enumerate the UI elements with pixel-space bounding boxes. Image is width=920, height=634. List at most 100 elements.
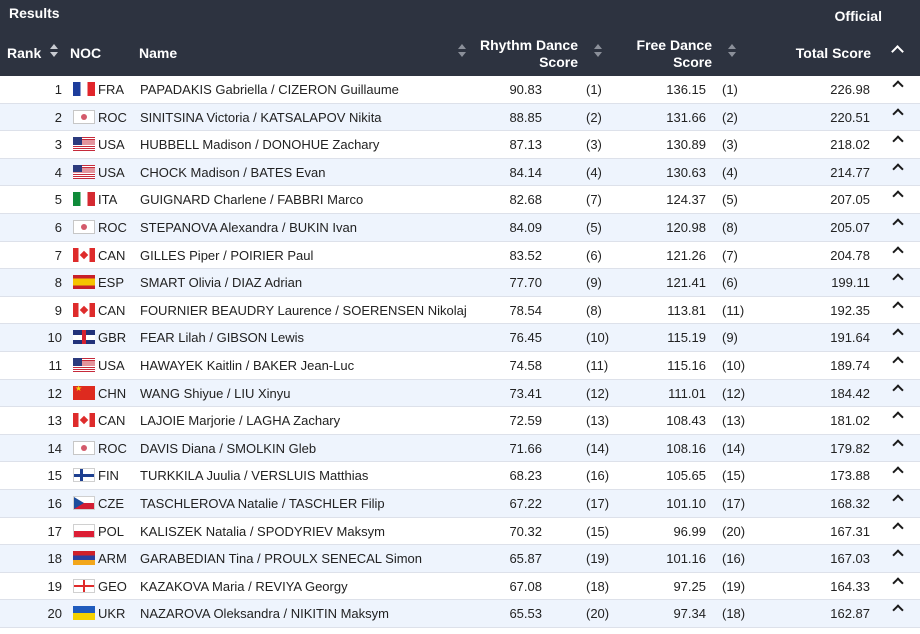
table-row[interactable]: 20 UKR NAZAROVA Oleksandra / NIKITIN Maksy… [0,600,920,628]
table-row[interactable]: 16 CZE TASCHLEROVA Natalie / TASCHLER Fili… [0,489,920,518]
expand-row-chevron-up-icon[interactable] [892,273,904,285]
sort-name-icon[interactable] [457,43,467,59]
rank-cell: 19 [47,578,62,594]
table-row[interactable]: 9 CAN FOURNIER BEAUDRY Laurence / SOERENSE… [0,297,920,325]
table-row[interactable]: 3 USA HUBBELL Madison / DONOHUE Zachary 87.… [0,131,920,159]
athlete-names: TASCHLEROVA Natalie / TASCHLER Filip [140,495,385,511]
usa-flag-icon [73,164,95,179]
expand-row-chevron-up-icon[interactable] [892,301,904,313]
athlete-names: CHOCK Madison / BATES Evan [140,164,326,180]
free-dance-score: 111.01 [668,385,706,401]
collapse-all-chevron-up-icon[interactable] [891,45,904,58]
rank-cell: 1 [54,82,62,97]
rank-cell: 9 [54,302,62,318]
table-row[interactable]: 4 USA CHOCK Madison / BATES Evan 84.14 (4) 13… [0,158,920,187]
table-row[interactable]: 7 CAN GILLES Piper / POIRIER Paul 83.52 (6) 1… [0,242,920,270]
expand-row-chevron-up-icon[interactable] [892,218,904,230]
table-row[interactable]: 14 ROC DAVIS Diana / SMOLKIN Gleb 71.66 (14)… [0,434,920,463]
free-dance-rank: (13) [722,413,746,429]
free-dance-score: 130.89 [666,137,706,153]
rhythm-dance-score: 67.22 [509,495,542,511]
column-header-total-score[interactable]: Total Score [795,45,871,61]
free-dance-score: 124.37 [666,192,706,208]
rhythm-dance-rank: (4) [586,164,602,180]
rank-cell: 14 [47,440,62,456]
expand-row-chevron-up-icon[interactable] [892,411,904,423]
expand-row-chevron-up-icon[interactable] [892,135,904,147]
expand-row-chevron-up-icon[interactable] [892,163,904,175]
athlete-names: SMART Olivia / DIAZ Adrian [140,275,303,291]
table-row[interactable]: 2 ROC SINITSINA Victoria / KATSALAPOV Niki… [0,103,920,132]
expand-row-chevron-up-icon[interactable] [892,190,904,203]
athlete-names: GARABEDIAN Tina / PROULX SENECAL Simon [140,551,423,567]
rhythm-dance-score: 78.54 [509,302,542,318]
free-dance-score: 101.16 [666,551,706,567]
total-score: 220.51 [830,109,870,125]
table-row[interactable]: 15 FIN TURKKILA Juulia / VERSLUIS Matthias… [0,462,920,490]
column-header-noc[interactable]: NOC [70,45,102,61]
rank-cell: 4 [54,164,62,180]
column-header-name[interactable]: Name [139,45,178,61]
expand-row-chevron-up-icon[interactable] [892,466,904,478]
noc-code: CAN [98,413,126,429]
table-row[interactable]: 17 POL KALISZEK Natalia / SPODYRIEV Maksym… [0,518,920,546]
table-row[interactable]: 19 GEO KAZAKOVA Maria / REVIYA Georgy 67.08… [0,573,920,601]
column-header-rhythm-dance[interactable]: Rhythm Dance Score [480,37,578,71]
free-dance-rank: (2) [722,109,738,125]
table-row[interactable]: 18 ARM GARABEDIAN Tina / PROULX SENECAL Si… [0,545,920,573]
expand-row-chevron-up-icon[interactable] [892,549,904,561]
table-row[interactable]: 1 FRA PAPADAKIS Gabriella / CIZERON Guilla… [0,76,920,104]
expand-row-chevron-up-icon[interactable] [892,577,904,589]
free-dance-rank: (10) [722,357,746,373]
roc-flag-icon [73,440,95,455]
sort-rank-icon[interactable] [49,43,59,59]
free-dance-rank: (11) [722,302,745,318]
rhythm-dance-score: 73.41 [509,385,542,401]
table-row[interactable]: 6 ROC STEPANOVA Alexandra / BUKIN Ivan 84.0… [0,213,920,242]
total-score: 164.33 [830,578,870,594]
noc-code: CAN [98,302,126,318]
total-score: 204.78 [830,247,870,263]
expand-row-chevron-up-icon[interactable] [892,356,904,368]
rhythm-dance-score: 72.59 [509,413,542,429]
sort-rhythm-dance-icon[interactable] [593,43,603,59]
rhythm-dance-rank: (11) [586,357,609,373]
rhythm-dance-rank: (8) [586,302,602,318]
expand-row-chevron-up-icon[interactable] [892,383,904,396]
table-row[interactable]: 13 CAN LAJOIE Marjorie / LAGHA Zachary 72.5… [0,407,920,435]
table-row[interactable]: 8 ESP SMART Olivia / DIAZ Adrian 77.70 (9) 12… [0,269,920,297]
expand-row-chevron-up-icon[interactable] [892,245,904,258]
athlete-names: PAPADAKIS Gabriella / CIZERON Guillaume [140,82,399,97]
total-score: 181.02 [830,413,870,429]
fin-flag-icon [73,468,95,483]
noc-code: CZE [98,495,124,511]
sort-free-dance-icon[interactable] [727,43,737,59]
expand-row-chevron-up-icon[interactable] [892,107,904,120]
table-row[interactable]: 10 GBR FEAR Lilah / GIBSON Lewis 76.45 (10) 1… [0,324,920,352]
rhythm-dance-score: 65.87 [509,551,542,567]
free-dance-score: 108.16 [666,440,706,456]
free-dance-score: 97.34 [673,606,706,622]
total-score: 173.88 [830,468,870,484]
table-row[interactable]: 5 ITA GUIGNARD Charlene / FABBRI Marco 82.6… [0,186,920,214]
column-header-rank[interactable]: Rank [7,45,42,61]
rhythm-dance-score: 71.66 [509,440,542,456]
athlete-names: SINITSINA Victoria / KATSALAPOV Nikita [140,109,382,125]
rhythm-dance-rank: (9) [586,275,602,291]
free-dance-score: 105.65 [666,468,706,484]
expand-row-chevron-up-icon[interactable] [892,80,904,92]
free-dance-rank: (15) [722,468,746,484]
expand-row-chevron-up-icon[interactable] [892,521,904,534]
total-score: 189.74 [830,357,870,373]
expand-row-chevron-up-icon[interactable] [892,604,904,616]
athlete-names: NAZAROVA Oleksandra / NIKITIN Maksym [140,606,389,622]
table-row[interactable]: 12 CHN WANG Shiyue / LIU Xinyu 73.41 (12) 111… [0,379,920,408]
column-header-free-dance[interactable]: Free Dance Score [637,37,712,71]
total-score: 167.03 [830,551,870,567]
table-row[interactable]: 11 USA HAWAYEK Kaitlin / BAKER Jean-Luc 74.… [0,352,920,380]
expand-row-chevron-up-icon[interactable] [892,328,904,341]
athlete-names: WANG Shiyue / LIU Xinyu [140,385,291,401]
rhythm-dance-rank: (19) [586,551,610,567]
expand-row-chevron-up-icon[interactable] [892,439,904,451]
expand-row-chevron-up-icon[interactable] [892,494,904,506]
